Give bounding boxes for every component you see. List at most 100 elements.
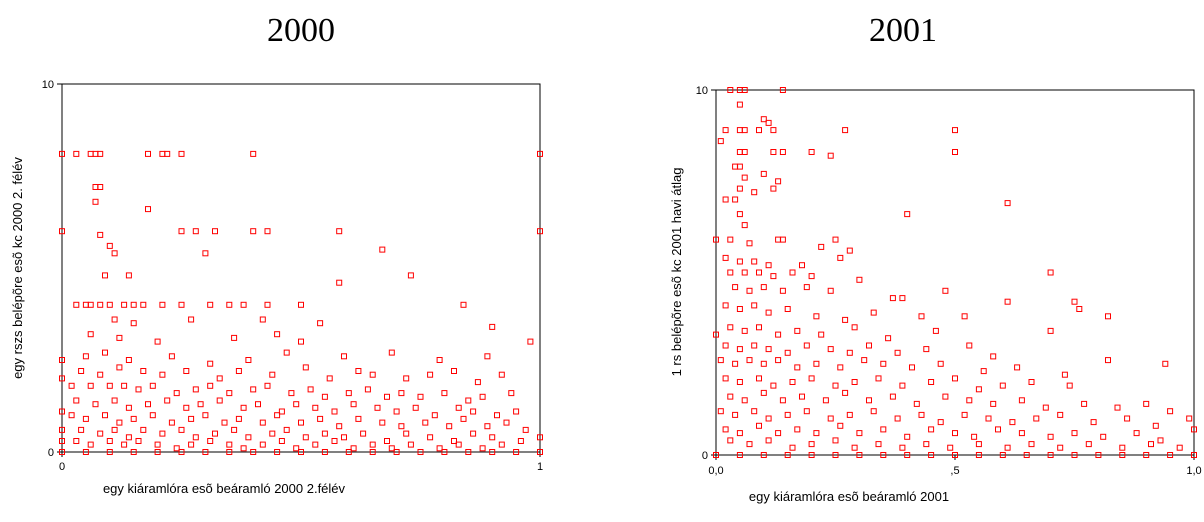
data-point bbox=[125, 272, 132, 279]
plot-frame bbox=[61, 83, 541, 453]
data-point bbox=[188, 415, 195, 422]
data-point bbox=[846, 411, 853, 418]
data-point bbox=[803, 408, 810, 415]
data-point bbox=[751, 258, 758, 265]
data-point bbox=[97, 231, 104, 238]
data-point bbox=[889, 295, 896, 302]
data-point bbox=[164, 397, 171, 404]
data-point bbox=[59, 357, 65, 363]
data-point bbox=[722, 127, 729, 134]
data-point bbox=[245, 434, 252, 441]
data-point bbox=[235, 368, 242, 374]
data-point bbox=[537, 228, 543, 235]
data-point bbox=[336, 279, 343, 286]
data-point bbox=[436, 357, 443, 363]
data-point bbox=[250, 386, 257, 393]
data-point bbox=[789, 444, 796, 451]
data-point bbox=[154, 338, 161, 345]
data-point bbox=[1066, 382, 1073, 389]
data-point bbox=[369, 449, 376, 455]
data-point bbox=[794, 327, 801, 334]
data-point bbox=[918, 411, 925, 418]
data-point bbox=[159, 150, 166, 157]
data-point bbox=[899, 444, 906, 451]
data-point bbox=[231, 334, 238, 341]
data-point bbox=[1071, 452, 1078, 458]
data-point bbox=[736, 163, 743, 170]
data-point bbox=[952, 430, 958, 437]
data-point bbox=[741, 149, 748, 155]
data-point bbox=[360, 430, 367, 437]
data-point bbox=[345, 449, 352, 455]
data-point bbox=[741, 127, 748, 134]
data-point bbox=[159, 301, 166, 308]
data-point bbox=[212, 228, 218, 235]
data-point bbox=[298, 338, 304, 345]
data-point bbox=[173, 445, 180, 452]
data-point bbox=[240, 404, 247, 411]
data-point bbox=[221, 419, 228, 426]
data-point bbox=[59, 449, 65, 455]
data-point bbox=[231, 426, 238, 433]
data-point bbox=[813, 313, 820, 320]
data-point bbox=[441, 390, 448, 397]
data-point bbox=[451, 438, 457, 444]
data-point bbox=[441, 449, 448, 455]
data-point bbox=[760, 116, 767, 123]
data-point bbox=[894, 415, 901, 422]
data-point bbox=[760, 360, 767, 367]
data-point bbox=[513, 408, 520, 415]
data-point bbox=[808, 441, 815, 448]
data-point bbox=[192, 434, 199, 441]
data-point bbox=[760, 284, 767, 291]
data-point bbox=[775, 430, 782, 437]
data-point bbox=[870, 309, 877, 316]
data-point bbox=[92, 401, 99, 408]
data-point bbox=[765, 309, 772, 316]
x-axis-label: egy kiáramlóra esõ beáramló 2001 bbox=[749, 489, 949, 504]
data-point bbox=[861, 357, 868, 364]
data-point bbox=[784, 349, 791, 356]
data-point bbox=[460, 415, 467, 422]
data-point bbox=[1167, 452, 1174, 458]
data-point bbox=[197, 401, 204, 408]
data-point bbox=[106, 242, 113, 249]
x-tick-label: 0,0 bbox=[708, 465, 723, 477]
data-point bbox=[741, 174, 748, 181]
data-point bbox=[1004, 298, 1011, 305]
data-point bbox=[746, 441, 753, 448]
data-point bbox=[717, 357, 724, 364]
data-point bbox=[202, 250, 209, 257]
data-point bbox=[73, 438, 80, 444]
data-point bbox=[116, 419, 123, 426]
data-point bbox=[293, 401, 300, 408]
data-point bbox=[818, 331, 825, 338]
data-point bbox=[851, 444, 858, 451]
data-point bbox=[770, 185, 777, 192]
data-point bbox=[87, 150, 94, 157]
data-point bbox=[331, 408, 338, 415]
data-point bbox=[97, 301, 104, 308]
data-point bbox=[403, 375, 410, 382]
data-point bbox=[59, 426, 65, 433]
data-point bbox=[274, 412, 281, 419]
data-point bbox=[145, 150, 151, 157]
data-point bbox=[345, 390, 352, 397]
data-point bbox=[990, 400, 997, 407]
data-point bbox=[1004, 444, 1011, 451]
data-point bbox=[751, 342, 758, 349]
scatter-chart-2000: 0 10 0 1 egy kiáramlóra esõ beáramló 2000 2.… bbox=[10, 79, 543, 496]
data-point bbox=[125, 404, 132, 411]
data-point bbox=[417, 393, 424, 400]
data-point bbox=[727, 87, 734, 93]
data-point bbox=[97, 150, 104, 157]
data-point bbox=[990, 353, 997, 360]
data-point bbox=[904, 433, 911, 440]
data-point bbox=[1152, 422, 1159, 429]
data-point bbox=[1133, 430, 1140, 437]
data-point bbox=[746, 357, 753, 364]
data-point bbox=[1114, 404, 1121, 411]
data-point bbox=[1167, 408, 1174, 415]
data-point bbox=[202, 412, 209, 419]
y-tick-label: 0 bbox=[48, 447, 54, 459]
